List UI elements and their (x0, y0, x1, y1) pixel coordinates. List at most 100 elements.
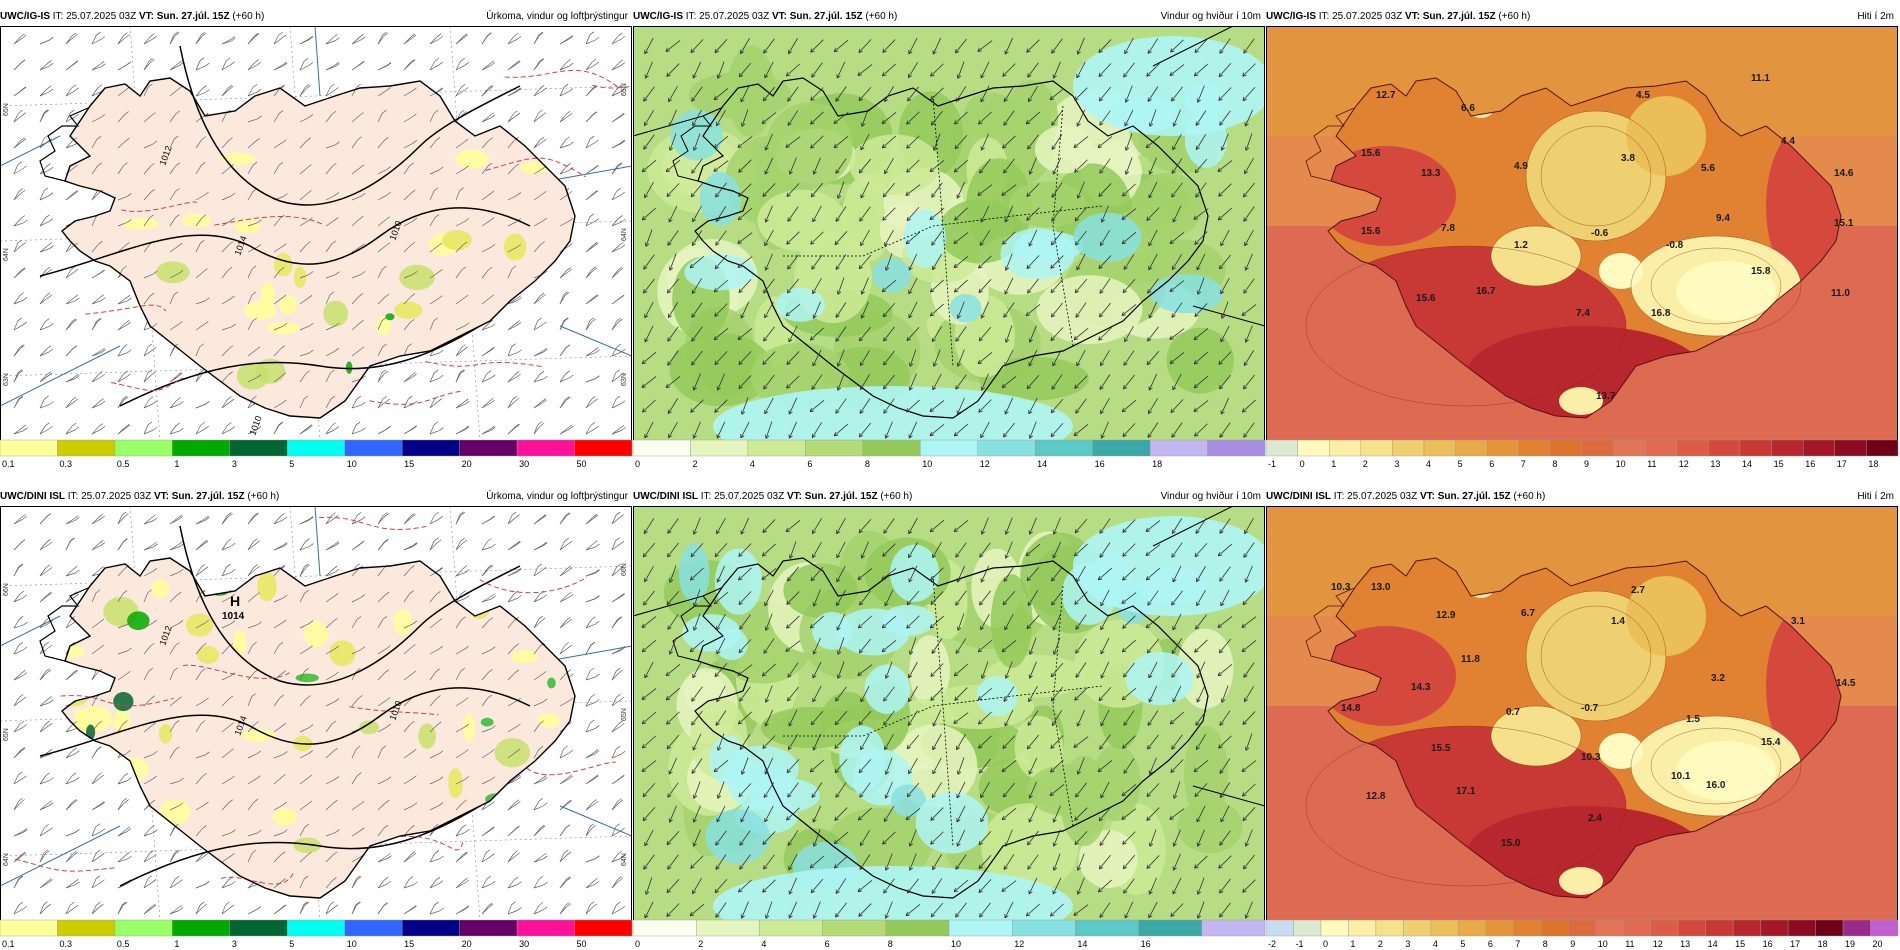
colorbar-tick-label: 1 (174, 939, 179, 949)
colorbar-swatch (1486, 439, 1519, 457)
colorbar-swatch (114, 439, 173, 457)
panel-title: Úrkoma, vindur og loftþrýstingur (486, 11, 628, 22)
map-canvas: 10.3 13.0 12.9 6.7 2.7 1.4 3.1 11.8 14.3 14.8 3.2 1… (1266, 506, 1898, 920)
init-time: 25.07.2025 03Z (1347, 491, 1418, 502)
colorbar-tick-label: 50 (577, 939, 587, 949)
temperature-value: 7.4 (1576, 308, 1590, 319)
temperature-value: 0.7 (1506, 707, 1520, 718)
colorbar-tick-label: 0.1 (2, 459, 15, 469)
latitude-label: 63N (621, 373, 628, 386)
panel-header: UWC/IG-IS IT: 25.07.2025 03Z VT: Sun. 27… (633, 8, 897, 26)
colorbar-swatch (516, 919, 575, 937)
colorbar-tick-label: 17 (1837, 459, 1847, 469)
colorbar-swatch (1595, 919, 1624, 937)
colorbar-tick-label: 0 (1323, 939, 1328, 949)
colorbar-swatch (172, 919, 231, 937)
colorbar-swatch (885, 919, 950, 937)
colorbar-swatch (459, 919, 518, 937)
colorbar-swatch (1803, 439, 1836, 457)
colorbar-swatch (0, 919, 58, 937)
temperature-value: -0.7 (1581, 703, 1599, 714)
panel-header: UWC/IG-IS IT: 25.07.2025 03Z VT: Sun. 27… (0, 8, 264, 26)
colorbar-tick-label: 2 (1363, 459, 1368, 469)
colorbar-tick-label: 12 (1653, 939, 1663, 949)
colorbar-canvas: 0.1 0.3 0.5 1 3 5 10 15 20 30 50 (0, 919, 633, 949)
temperature-value: 2.7 (1631, 585, 1645, 596)
colorbar-swatch (1375, 919, 1404, 937)
colorbar-tick-label: 1 (174, 459, 179, 469)
forecast-map[interactable] (633, 506, 1265, 920)
temperature-value: 1.2 (1514, 240, 1528, 251)
forecast-panel: UWC/DINI ISL IT: 25.07.2025 03Z VT: Sun.… (0, 488, 633, 950)
colorbar-swatch (1207, 439, 1266, 457)
colorbar-swatch (1403, 919, 1432, 937)
panel-header: UWC/IG-IS IT: 25.07.2025 03Z VT: Sun. 27… (1266, 8, 1530, 26)
colorbar-swatch (1613, 439, 1646, 457)
forecast-map[interactable]: 10.3 13.0 12.9 6.7 2.7 1.4 3.1 11.8 14.3 14.8 3.2 1… (1266, 506, 1898, 920)
colorbar-tick-label: 15 (404, 939, 414, 949)
forecast-map[interactable]: 1012 1014 1010 1010 65N 65N 64N 64N 63N 63N (0, 26, 632, 440)
panel-title: Hiti í 2m (1857, 11, 1894, 22)
coastline (1327, 77, 1842, 419)
colorbar-swatch (822, 919, 887, 937)
lead-time: (+60 h) (865, 11, 898, 22)
isobars (39, 525, 531, 887)
colorbar-swatch (1360, 439, 1393, 457)
colorbar-tick-label: 10 (347, 459, 357, 469)
colorbar-tick-label: 6 (1488, 939, 1493, 949)
colorbar-tick-label: 16 (1095, 459, 1105, 469)
colorbar-tick-label: 0.3 (59, 939, 72, 949)
colorbar-tick-label: 5 (289, 939, 294, 949)
colorbar-tick-label: 16 (1805, 459, 1815, 469)
colorbar: -2 -1 0 1 2 3 4 5 6 7 8 9 10 11 12 13 14 15 16 17 18 19 20 (1265, 919, 1899, 950)
colorbar-tick-label: 13 (1680, 939, 1690, 949)
temperature-value: 13.0 (1371, 582, 1391, 593)
colorbar-swatch (1265, 439, 1298, 457)
valid-time-label: VT: (138, 11, 154, 22)
colorbar-swatch (1513, 919, 1541, 937)
temperature-value: 11.8 (1461, 654, 1480, 665)
colorbar: 0.1 0.3 0.5 1 3 5 10 15 20 30 50 (0, 919, 633, 950)
temperature-value: -0.6 (1591, 228, 1609, 239)
colorbar: 0 2 4 6 8 10 12 14 16 18 (632, 439, 1266, 470)
colorbar-tick-label: 2 (1378, 939, 1383, 949)
temperature-value: 14.5 (1836, 678, 1856, 689)
map-canvas (633, 506, 1265, 920)
colorbar-tick-label: 15 (404, 459, 414, 469)
colorbar-swatch (862, 439, 921, 457)
map-canvas (633, 26, 1265, 440)
coastline (1327, 557, 1842, 899)
forecast-map[interactable] (633, 26, 1265, 440)
colorbar: 0 2 4 6 8 10 12 14 16 (632, 919, 1266, 950)
colorbar-swatch (1265, 919, 1294, 937)
colorbar-tick-label: 11 (1625, 939, 1634, 949)
region-borders (783, 575, 1104, 847)
colorbar-tick-label: 3 (232, 459, 237, 469)
colorbar-tick-label: 1 (1350, 939, 1355, 949)
colorbar-swatch (229, 439, 288, 457)
temperature-value: 16.7 (1476, 286, 1496, 297)
forecast-map[interactable]: 1012 1014 1010 H 1014 66N 66N 65N 65N 64N 64N (0, 506, 632, 920)
panel-title: Vindur og hviður í 10m (1160, 11, 1261, 22)
forecast-map[interactable]: 12.7 6.6 11.1 4.5 4.4 15.6 13.3 4.9 3.8 5.6 14.6 15… (1266, 26, 1898, 440)
temperature-contours (15, 516, 617, 885)
colorbar-swatch (805, 439, 864, 457)
init-time-label: IT: (52, 11, 64, 22)
colorbar-swatch (1392, 439, 1425, 457)
colorbar-tick-label: 12 (980, 459, 990, 469)
colorbar-swatch (1676, 439, 1709, 457)
colorbar-swatch (114, 919, 173, 937)
colorbar-tick-label: 19 (1845, 939, 1855, 949)
colorbar-tick-label: 2 (698, 939, 703, 949)
colorbar: -1 0 1 2 3 4 5 6 7 8 9 10 11 12 13 14 15 16 17 18 (1265, 439, 1899, 470)
colorbar-tick-label: 14 (1077, 939, 1087, 949)
temperature-value: 12.7 (1376, 90, 1396, 101)
init-time-label: IT: (700, 491, 712, 502)
colorbar-tick-label: 18 (1152, 459, 1162, 469)
init-time-label: IT: (1333, 491, 1345, 502)
temperature-value: 10.3 (1331, 582, 1351, 593)
coastline (61, 557, 576, 899)
colorbar-tick-label: 0 (635, 459, 640, 469)
colorbar-swatch (344, 439, 403, 457)
model-name: UWC/DINI ISL (0, 491, 65, 502)
